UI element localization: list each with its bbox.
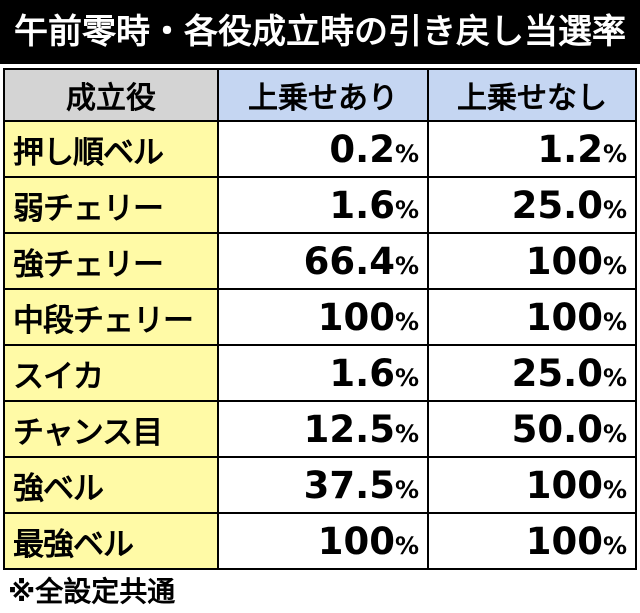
with-bonus-value: 1.6% [217,344,429,402]
role-name: 強チェリー [3,232,219,290]
role-name: チャンス目 [3,400,219,458]
without-bonus-value: 100% [427,232,637,290]
percent-sign: % [394,139,419,168]
table-row: 最強ベル 100% 100% [3,512,637,570]
value-number: 37.5 [303,463,395,507]
page-title: 午前零時・各役成立時の引き戻し当選率 [0,0,640,64]
role-name: 中段チェリー [3,288,219,346]
value-number: 100 [525,519,603,563]
percent-sign: % [394,475,419,504]
with-bonus-value: 37.5% [217,456,429,514]
value-number: 25.0 [511,351,603,395]
percent-sign: % [602,419,627,448]
percent-sign: % [394,307,419,336]
percent-sign: % [602,307,627,336]
table-header-row: 成立役 上乗せあり 上乗せなし [3,68,637,122]
role-name: 最強ベル [3,512,219,570]
percent-sign: % [394,363,419,392]
column-header-with-bonus: 上乗せあり [217,68,429,122]
percent-sign: % [602,363,627,392]
value-number: 100 [525,295,603,339]
with-bonus-value: 12.5% [217,400,429,458]
role-name: 弱チェリー [3,176,219,234]
value-number: 0.2 [329,127,395,171]
probability-table: 成立役 上乗せあり 上乗せなし 押し順ベル 0.2% 1.2% 弱チェリー 1.… [3,68,637,570]
value-number: 50.0 [511,407,603,451]
without-bonus-value: 25.0% [427,176,637,234]
value-number: 1.2 [537,127,603,171]
without-bonus-value: 50.0% [427,400,637,458]
table-row: チャンス目 12.5% 50.0% [3,400,637,458]
table-row: スイカ 1.6% 25.0% [3,344,637,402]
value-number: 100 [525,463,603,507]
without-bonus-value: 100% [427,512,637,570]
table-row: 弱チェリー 1.6% 25.0% [3,176,637,234]
role-name: スイカ [3,344,219,402]
value-number: 100 [525,239,603,283]
percent-sign: % [602,195,627,224]
percent-sign: % [602,139,627,168]
without-bonus-value: 100% [427,456,637,514]
value-number: 66.4 [303,239,395,283]
percent-sign: % [394,195,419,224]
value-number: 100 [317,519,395,563]
value-number: 1.6 [329,183,395,227]
with-bonus-value: 100% [217,512,429,570]
with-bonus-value: 100% [217,288,429,346]
percent-sign: % [394,531,419,560]
percent-sign: % [602,531,627,560]
percent-sign: % [602,475,627,504]
percent-sign: % [394,251,419,280]
column-header-role: 成立役 [3,68,219,122]
percent-sign: % [602,251,627,280]
table-row: 強チェリー 66.4% 100% [3,232,637,290]
without-bonus-value: 1.2% [427,120,637,178]
value-number: 100 [317,295,395,339]
value-number: 12.5 [303,407,395,451]
percent-sign: % [394,419,419,448]
footnote: ※全設定共通 [8,575,176,608]
with-bonus-value: 1.6% [217,176,429,234]
with-bonus-value: 66.4% [217,232,429,290]
value-number: 1.6 [329,351,395,395]
with-bonus-value: 0.2% [217,120,429,178]
value-number: 25.0 [511,183,603,227]
role-name: 強ベル [3,456,219,514]
role-name: 押し順ベル [3,120,219,178]
table-row: 中段チェリー 100% 100% [3,288,637,346]
column-header-without-bonus: 上乗せなし [427,68,637,122]
table-row: 押し順ベル 0.2% 1.2% [3,120,637,178]
without-bonus-value: 100% [427,288,637,346]
without-bonus-value: 25.0% [427,344,637,402]
table-row: 強ベル 37.5% 100% [3,456,637,514]
